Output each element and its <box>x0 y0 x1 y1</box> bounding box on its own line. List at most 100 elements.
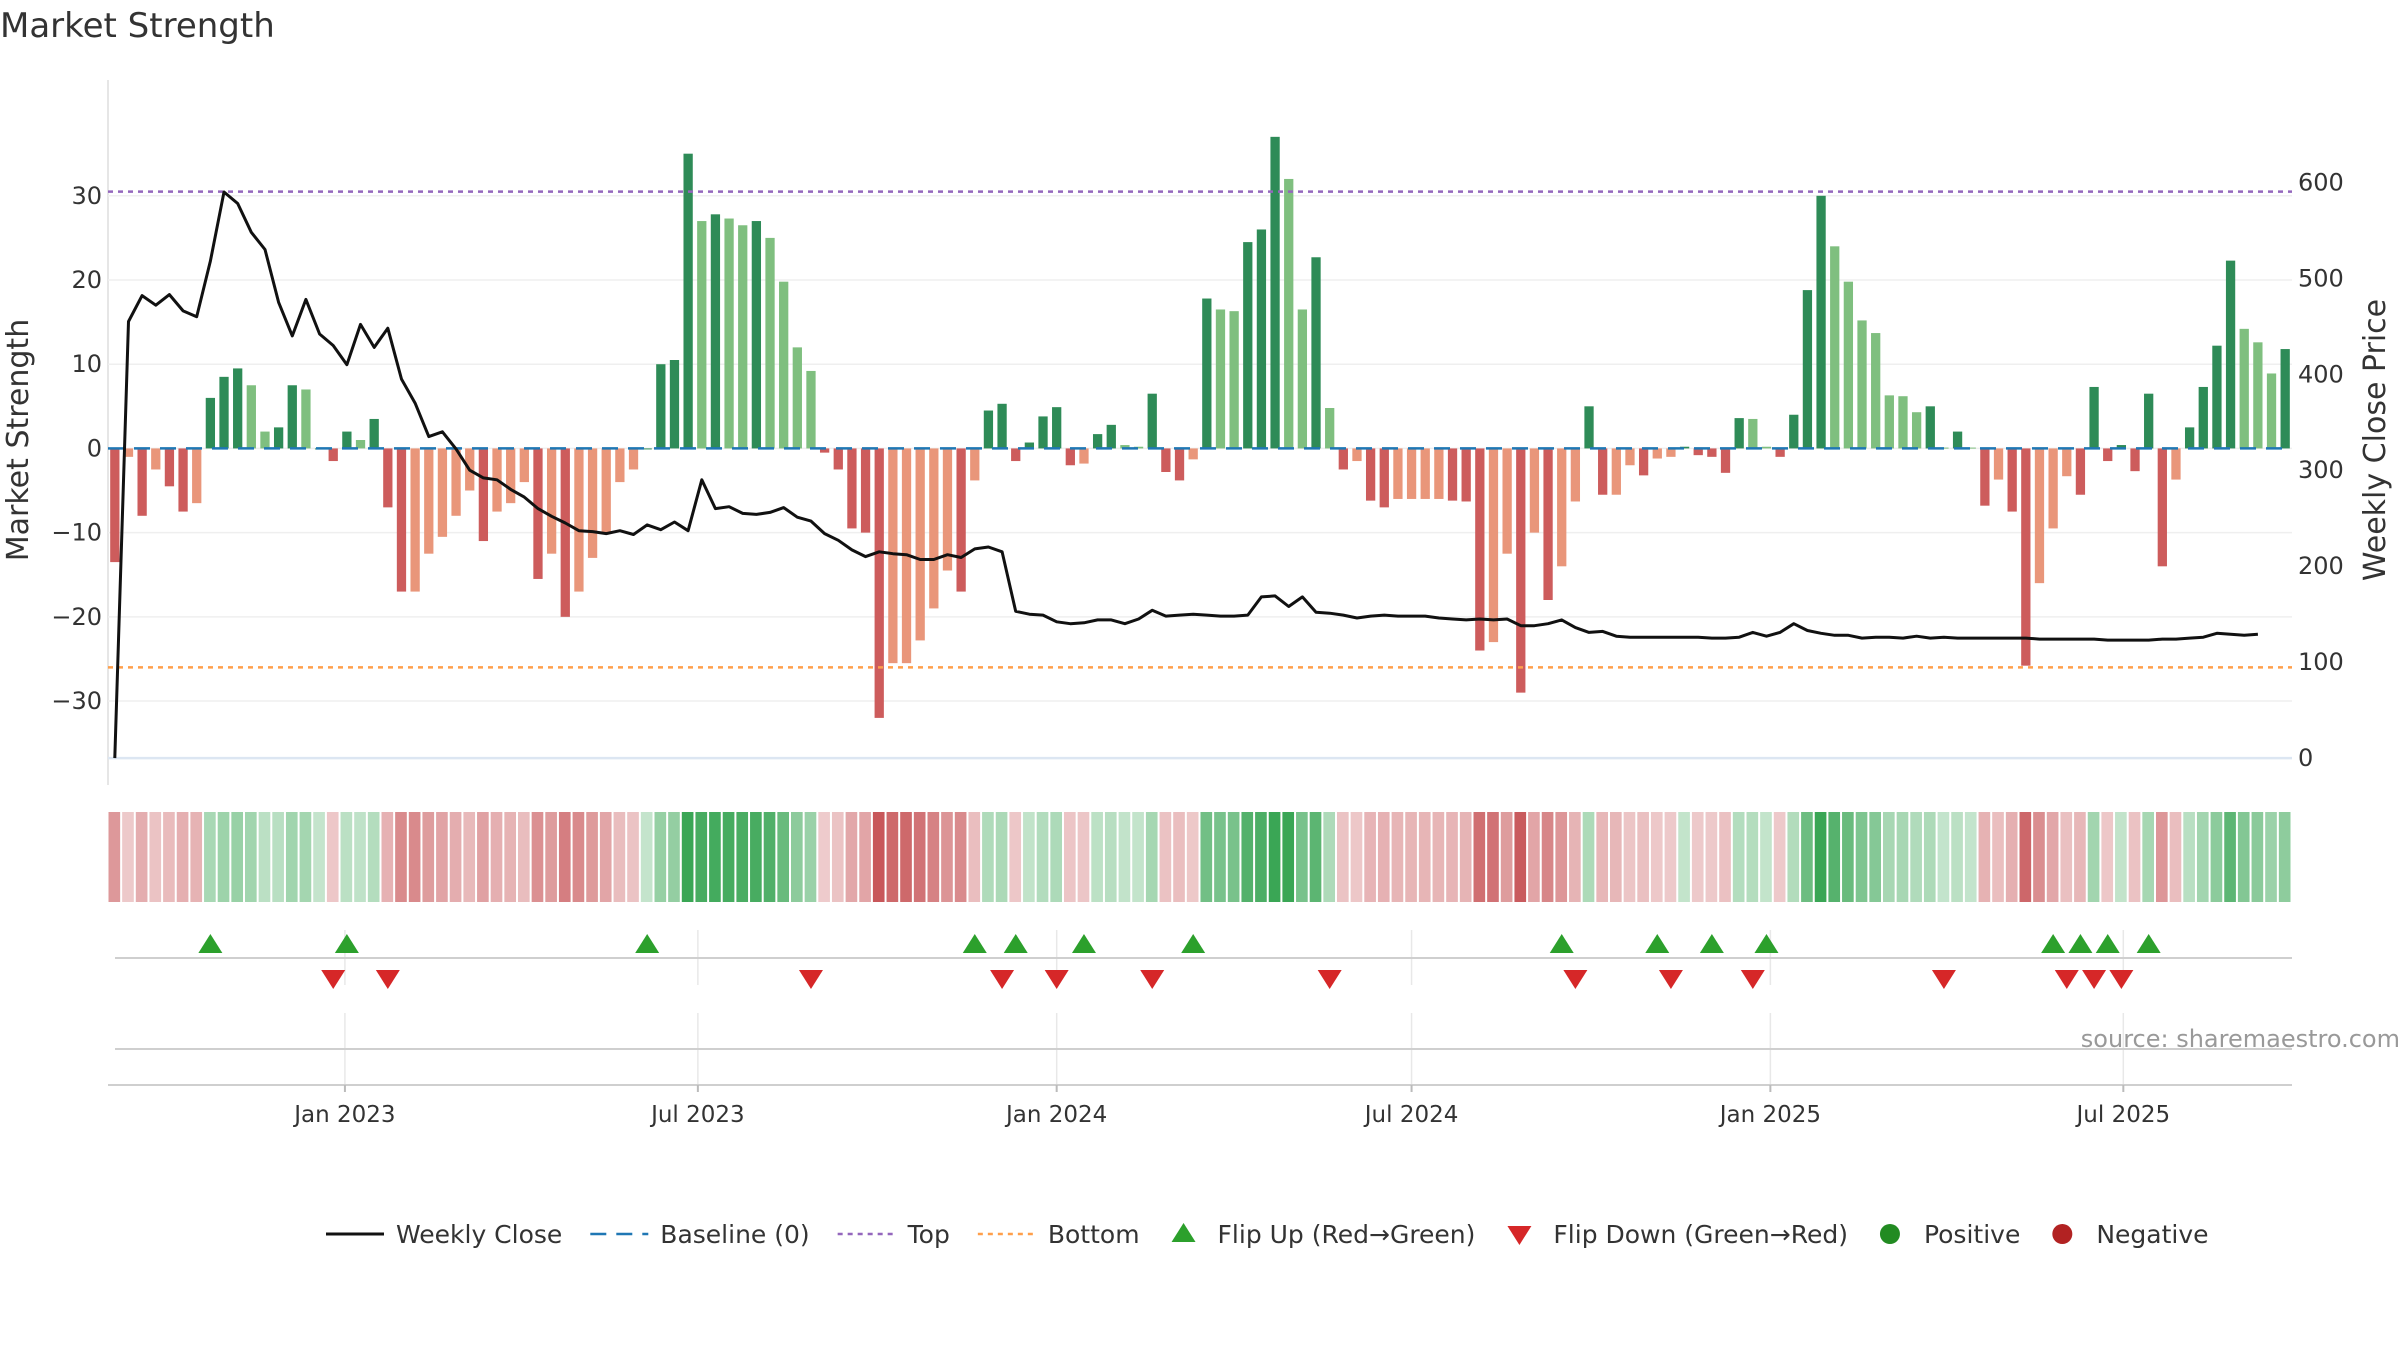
heat-cell <box>1268 812 1281 902</box>
strength-bar <box>656 364 666 449</box>
heat-cell <box>1377 812 1390 902</box>
strength-bar <box>287 385 297 449</box>
heat-cell <box>1964 812 1977 902</box>
strength-bar <box>1761 446 1772 449</box>
strength-bar <box>1884 395 1894 449</box>
strength-bar <box>424 448 434 554</box>
heat-cell <box>2060 812 2073 902</box>
heat-cell <box>313 812 325 902</box>
heat-cell <box>1910 812 1922 902</box>
strength-bar <box>178 448 188 512</box>
strength-bar <box>533 448 543 579</box>
strength-bar <box>1543 448 1553 600</box>
heat-cell <box>545 812 557 902</box>
flip-down-marker <box>798 970 823 989</box>
heat-cell <box>504 812 516 902</box>
heat-cell <box>1227 812 1240 902</box>
strength-bar <box>574 448 584 592</box>
y-tick-label: −20 <box>51 603 102 631</box>
heat-cell <box>1364 812 1376 902</box>
heat-cell <box>190 812 203 902</box>
heat-cell <box>2183 812 2195 902</box>
strength-bar <box>151 448 161 470</box>
strength-bar <box>710 214 721 449</box>
heat-cell <box>1896 812 1909 902</box>
strength-bar <box>2144 393 2154 449</box>
strength-bar <box>1707 448 1717 457</box>
heat-cell <box>1050 812 1062 902</box>
flip-down-marker <box>1044 970 1069 989</box>
strength-bar <box>1857 320 1867 449</box>
y-tick-label: 10 <box>71 350 102 378</box>
heat-cell <box>1514 812 1527 902</box>
strength-bar <box>819 448 830 453</box>
legend-label: Flip Up (Red→Green) <box>1218 1220 1476 1249</box>
strength-bar <box>369 418 379 449</box>
flip-up-marker <box>334 934 359 953</box>
flip-down-marker <box>2109 970 2134 989</box>
heat-cell <box>1951 812 1963 902</box>
strength-bar <box>2089 386 2099 449</box>
heat-cell <box>1132 812 1144 902</box>
strength-bar <box>2198 386 2208 449</box>
heat-cell <box>1801 812 1813 902</box>
strength-bar <box>1256 229 1267 449</box>
strength-bar <box>1243 242 1253 449</box>
legend-label: Top <box>907 1220 950 1249</box>
heat-cell <box>586 812 598 902</box>
heat-cell <box>1200 812 1213 902</box>
heat-cell <box>1760 812 1772 902</box>
strength-bar <box>1598 448 1608 495</box>
strength-bar <box>751 221 762 449</box>
heat-cell <box>2033 812 2045 902</box>
flip-up-marker <box>1549 934 1574 953</box>
y2-tick-label: 400 <box>2298 360 2344 388</box>
strength-bar <box>874 448 884 718</box>
strength-bar <box>396 448 407 592</box>
y-tick-label: −10 <box>51 519 102 547</box>
heat-cell <box>285 812 298 902</box>
flip-up-marker <box>1071 934 1096 953</box>
strength-bar <box>1024 442 1035 449</box>
strength-bar <box>1952 431 1963 449</box>
strength-bar <box>1679 446 1690 449</box>
heat-cell <box>1473 812 1486 902</box>
strength-bar <box>847 448 857 529</box>
strength-bar <box>1980 448 1990 506</box>
legend-swatch-flip-up <box>1171 1223 1196 1242</box>
heat-cell <box>1118 812 1131 902</box>
strength-bar <box>1270 136 1280 449</box>
heat-cell <box>2265 812 2277 902</box>
strength-bar <box>1311 257 1321 449</box>
strength-bar <box>205 397 216 449</box>
heat-cell <box>395 812 407 902</box>
heat-cell <box>381 812 394 902</box>
y2-tick-label: 600 <box>2298 168 2344 196</box>
y2-axis-title: Weekly Close Price <box>2358 299 2393 581</box>
heat-cell <box>627 812 639 902</box>
heat-cell <box>1023 812 1035 902</box>
strength-bar <box>1065 448 1075 466</box>
heat-cell <box>681 812 694 902</box>
strength-bar <box>233 368 243 449</box>
x-tick-label: Jul 2024 <box>1363 1102 1459 1128</box>
heat-cell <box>1923 812 1936 902</box>
heat-cell <box>1309 812 1322 902</box>
heat-cell <box>149 812 162 902</box>
strength-bar <box>915 448 925 641</box>
heat-cell <box>2142 812 2154 902</box>
strength-bar <box>642 448 652 450</box>
flip-up-marker <box>1003 934 1028 953</box>
y2-tick-label: 500 <box>2298 264 2344 292</box>
strength-bar <box>1079 448 1089 464</box>
flip-down-marker <box>2054 970 2079 989</box>
heat-cell <box>736 812 749 902</box>
strength-bar <box>192 448 202 504</box>
heat-cell <box>1719 812 1731 902</box>
flip-down-marker <box>2082 970 2107 989</box>
strength-bar <box>1475 448 1485 651</box>
heat-cell <box>1855 812 1868 902</box>
heat-cell <box>2087 812 2100 902</box>
heat-cell <box>1732 812 1745 902</box>
heat-cell <box>900 812 912 902</box>
